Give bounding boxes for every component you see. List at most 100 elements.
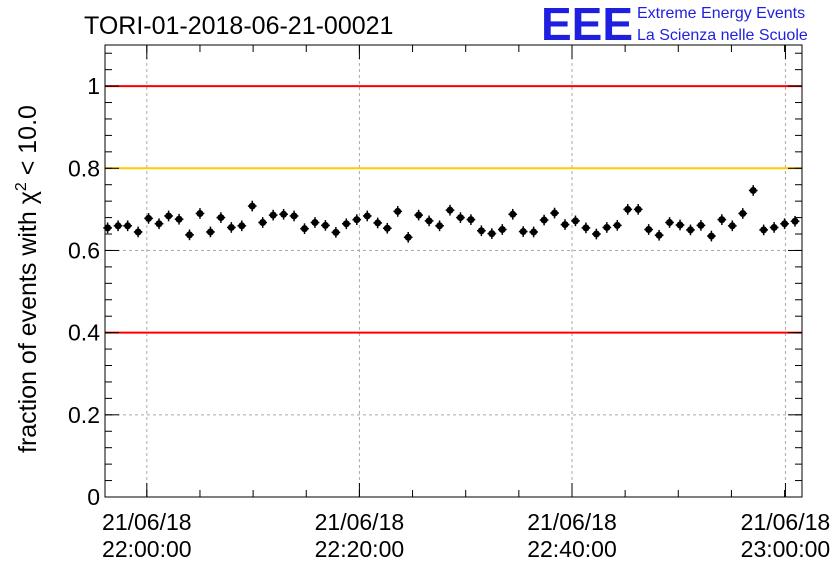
data-point <box>686 224 695 236</box>
data-point <box>445 204 455 216</box>
point-marker <box>498 225 506 233</box>
data-point <box>550 207 559 219</box>
point-marker <box>259 219 267 227</box>
point-marker <box>321 221 329 229</box>
data-point <box>289 210 299 222</box>
point-marker <box>666 219 674 227</box>
plot-frame <box>104 44 803 498</box>
point-marker <box>374 219 382 227</box>
point-marker <box>592 230 600 238</box>
data-point <box>362 210 372 222</box>
point-marker <box>114 222 122 230</box>
point-marker <box>488 230 496 238</box>
point-marker <box>697 221 705 229</box>
data-point <box>164 210 173 222</box>
point-marker <box>624 205 632 213</box>
data-point <box>497 224 507 235</box>
point-marker <box>425 217 433 225</box>
data-point <box>592 228 601 240</box>
point-marker <box>749 186 757 194</box>
point-marker <box>540 216 548 224</box>
y-axis-label-prefix: fraction of events with <box>14 204 42 453</box>
point-marker <box>613 221 621 229</box>
point-marker <box>718 216 726 224</box>
logo-line-2: La Scienza nelle Scuole <box>637 27 808 44</box>
point-marker <box>561 221 569 229</box>
y-tick-label: 1 <box>87 73 100 99</box>
point-marker <box>196 209 204 217</box>
data-point <box>759 224 769 236</box>
data-point <box>331 227 341 238</box>
point-marker <box>290 212 298 220</box>
point-marker <box>634 205 642 213</box>
y-tick-label: 0.6 <box>68 237 100 263</box>
data-point <box>654 229 664 241</box>
data-point <box>644 224 654 235</box>
data-point <box>769 222 779 233</box>
point-marker <box>477 227 485 235</box>
data-points <box>103 185 800 243</box>
y-tick-labels: 0 0.2 0.4 0.6 0.8 1 <box>68 73 100 510</box>
data-point <box>487 228 497 239</box>
point-marker <box>728 222 736 230</box>
point-marker <box>655 231 663 239</box>
data-point <box>206 226 215 238</box>
point-marker <box>104 224 112 232</box>
data-point <box>300 223 309 235</box>
data-point <box>727 220 737 232</box>
point-marker <box>145 214 153 222</box>
data-point <box>707 230 716 242</box>
y-axis-label-symbol: χ <box>14 191 42 204</box>
data-point <box>247 200 257 212</box>
data-point <box>403 231 413 243</box>
data-point <box>237 220 247 232</box>
point-marker <box>582 224 590 232</box>
data-point <box>780 218 789 230</box>
data-point <box>539 214 549 226</box>
data-point <box>123 220 133 232</box>
y-tick-label: 0 <box>87 484 100 510</box>
data-point <box>790 215 800 227</box>
point-marker <box>739 209 747 217</box>
data-point <box>424 215 434 227</box>
y-axis-label: fraction of events with χ2 < 10.0 <box>13 105 42 453</box>
data-point <box>435 220 444 232</box>
x-tick-label-time: 22:40:00 <box>527 536 617 562</box>
data-point <box>466 214 476 225</box>
y-tick-label: 0.4 <box>68 320 100 346</box>
data-point <box>195 208 205 219</box>
data-point <box>133 226 143 238</box>
point-marker <box>248 202 256 210</box>
x-tick-label-time: 22:20:00 <box>315 536 405 562</box>
data-point <box>258 217 268 228</box>
point-marker <box>404 233 412 241</box>
x-tick-label-date: 21/06/18 <box>315 509 405 535</box>
point-marker <box>467 216 475 224</box>
data-point <box>352 214 362 225</box>
y-tick-label: 0.8 <box>68 155 100 181</box>
data-point <box>414 209 424 221</box>
point-marker <box>676 221 684 229</box>
data-point <box>185 229 194 241</box>
point-marker <box>342 220 350 228</box>
data-point <box>602 222 612 233</box>
data-point <box>748 185 758 196</box>
data-point <box>581 222 591 234</box>
point-marker <box>124 222 132 230</box>
point-marker <box>394 207 402 215</box>
logo-letters: EEE <box>541 0 633 50</box>
point-marker <box>571 217 579 225</box>
data-point <box>518 226 528 237</box>
x-tick-label-time: 22:00:00 <box>102 536 192 562</box>
point-marker <box>781 220 789 228</box>
axis-ticks <box>105 45 802 498</box>
data-point <box>310 217 320 228</box>
reference-lines <box>105 85 802 334</box>
y-axis-label-suffix: < 10.0 <box>14 105 42 182</box>
point-marker <box>770 223 778 231</box>
point-marker <box>311 219 319 227</box>
chart-title: TORI-01-2018-06-21-00021 <box>84 12 393 40</box>
eee-logo: EEE Extreme Energy Events La Scienza nel… <box>541 0 808 50</box>
point-marker <box>280 210 288 218</box>
